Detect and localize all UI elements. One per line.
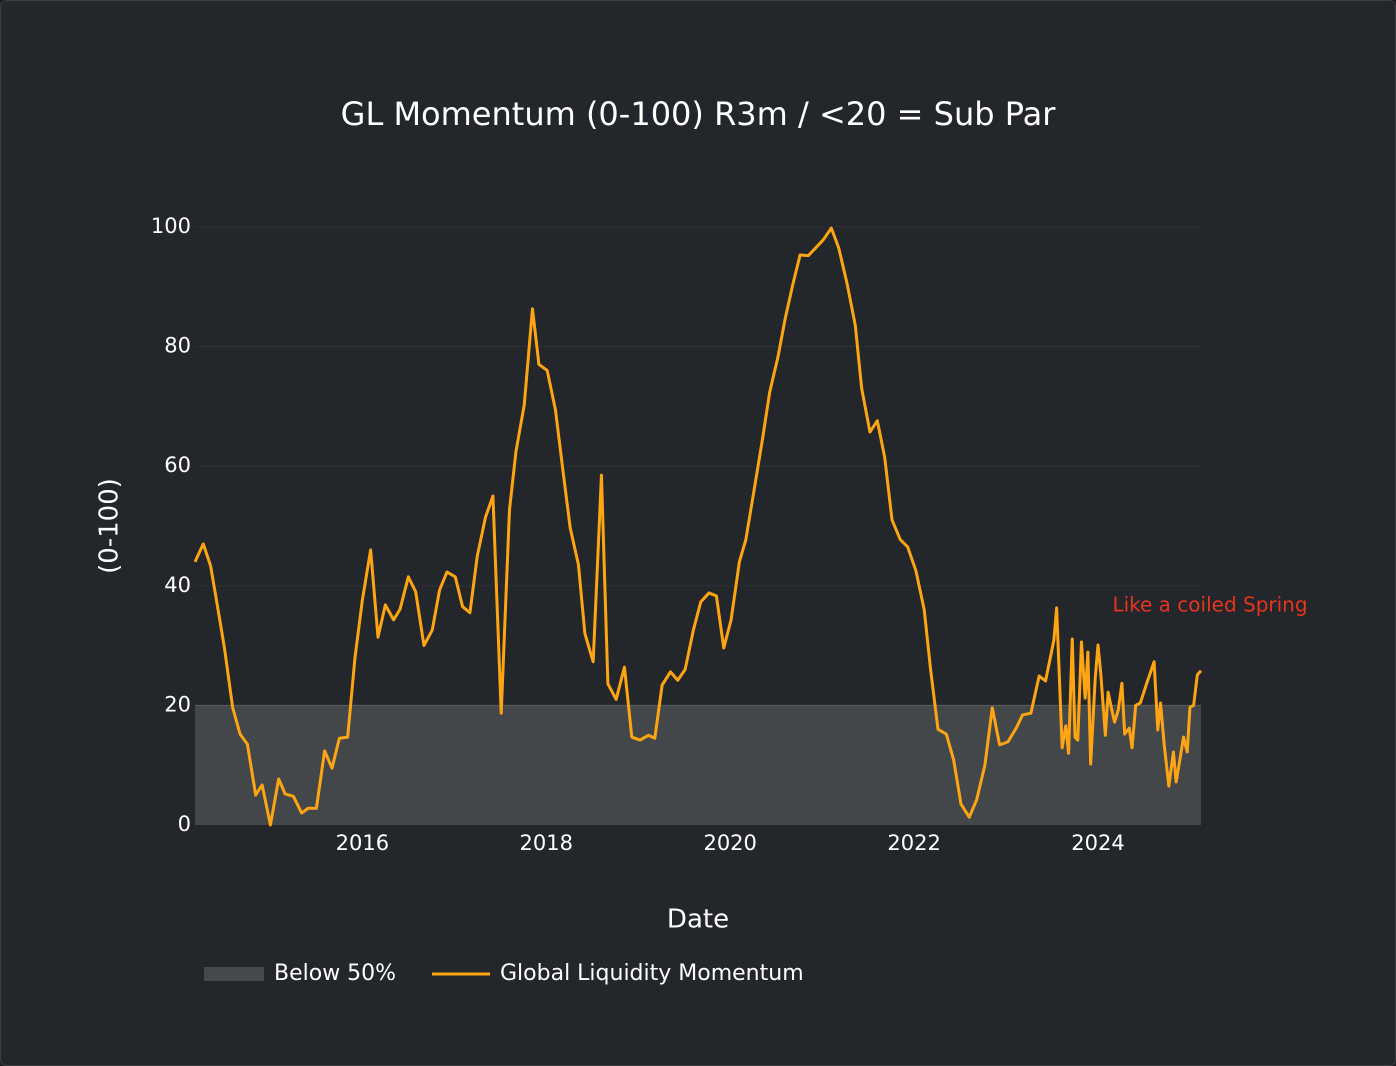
y-tick-label: 100 <box>151 214 191 238</box>
legend-label: Below 50% <box>274 961 396 986</box>
x-tick-label: 2024 <box>1071 831 1124 855</box>
line <box>193 226 1203 827</box>
chart-title: GL Momentum (0-100) R3m / <20 = Sub Par <box>341 95 1057 133</box>
y-tick-label: 80 <box>164 334 191 358</box>
x-axis-title: Date <box>667 905 729 935</box>
legend-swatch <box>204 967 264 981</box>
y-tick-label: 20 <box>164 692 191 716</box>
x-tick-label: 2016 <box>336 831 389 855</box>
band <box>195 705 1201 825</box>
legend-label: Global Liquidity Momentum <box>500 961 804 986</box>
x-tick-label: 2020 <box>703 831 756 855</box>
y-tick-label: 60 <box>164 453 191 477</box>
annotation: Like a coiled Spring <box>1112 593 1307 617</box>
x-tick-label: 2018 <box>520 831 573 855</box>
y-tick-label: 40 <box>164 573 191 597</box>
y-axis-title: (0-100) <box>95 478 125 574</box>
x-tick-label: 2022 <box>887 831 940 855</box>
y-tick-label: 0 <box>178 812 191 836</box>
